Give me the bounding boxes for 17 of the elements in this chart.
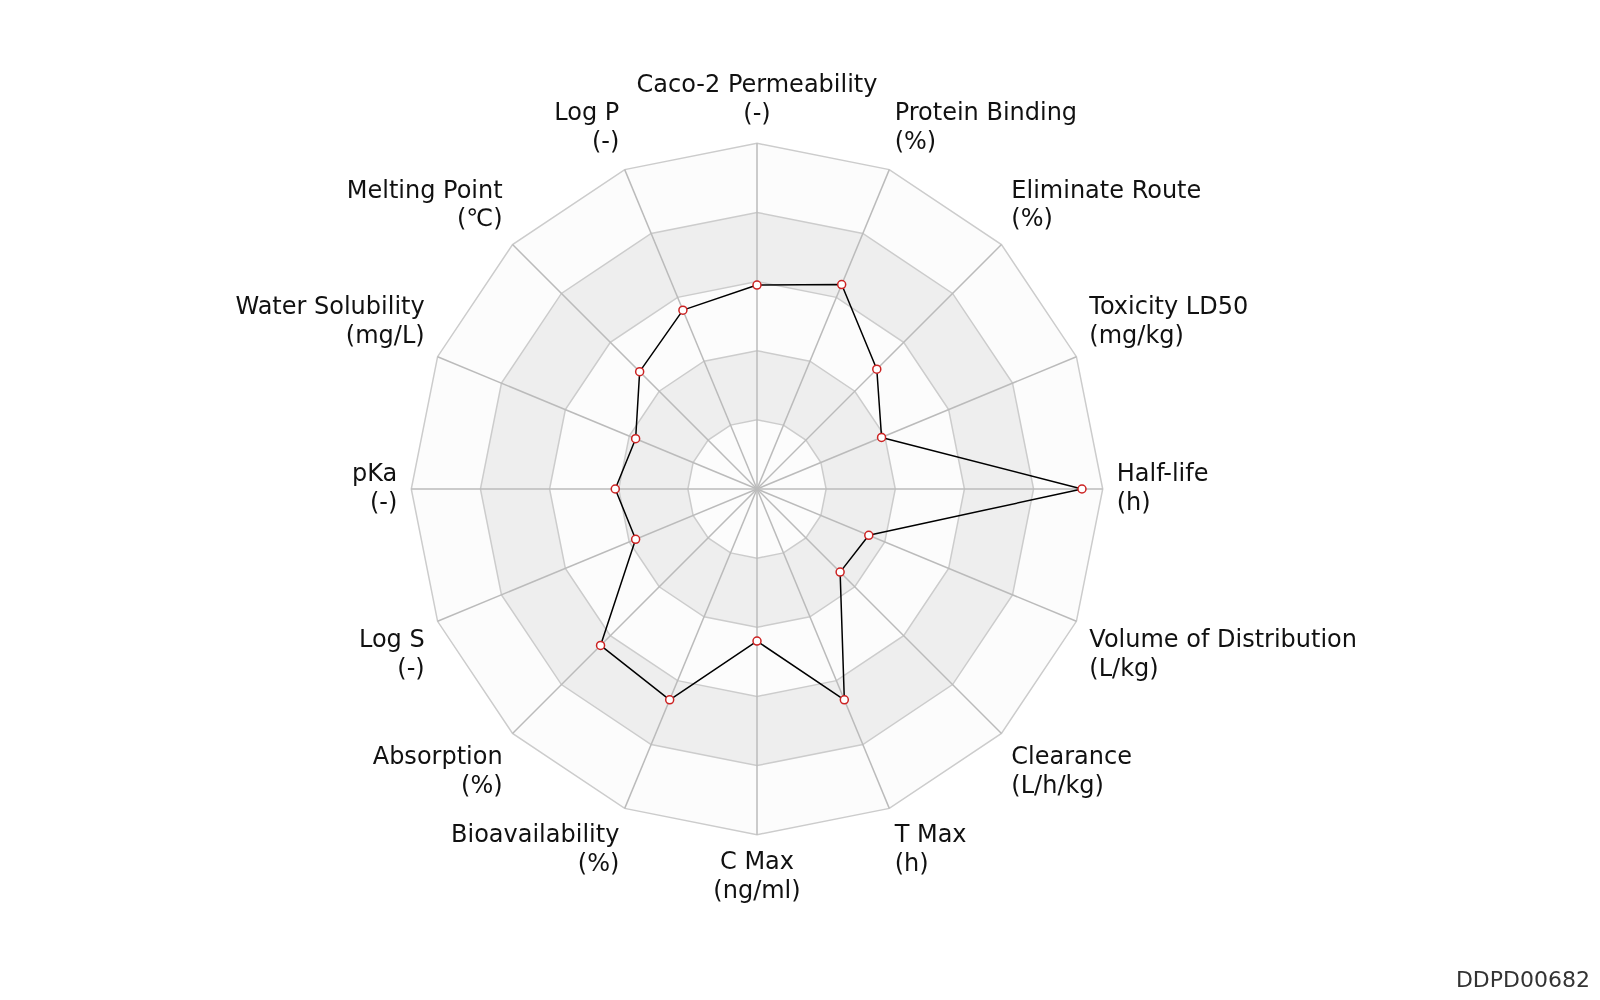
spoke-label: Clearance (L/h/kg) [1011,741,1133,799]
spoke-label: C Max (ng/ml) [713,847,801,905]
text: DDPD00682 [1455,967,1590,992]
spoke-label: Absorption (%) [372,741,503,799]
spoke-label: pKa (-) [352,458,398,516]
spoke-label: Bioavailability (%) [451,819,620,877]
spoke-label: Protein Binding (%) [894,97,1078,155]
spoke-label: Caco-2 Permeability (-) [636,70,878,128]
spoke-label: Log S (-) [358,625,425,683]
spoke-label: Log P (-) [554,97,620,155]
spoke-label: Half-life (h) [1116,458,1209,516]
spoke-label: Eliminate Route (%) [1011,175,1202,233]
spoke-label: Volume of Distribution (L/kg) [1089,625,1357,683]
spoke-label: T Max (h) [893,819,967,877]
spoke-label: Water Solubility (mg/L) [235,292,425,350]
spoke-label: Melting Point (℃) [346,175,503,233]
spoke-label: Toxicity LD50 (mg/kg) [1088,292,1249,350]
